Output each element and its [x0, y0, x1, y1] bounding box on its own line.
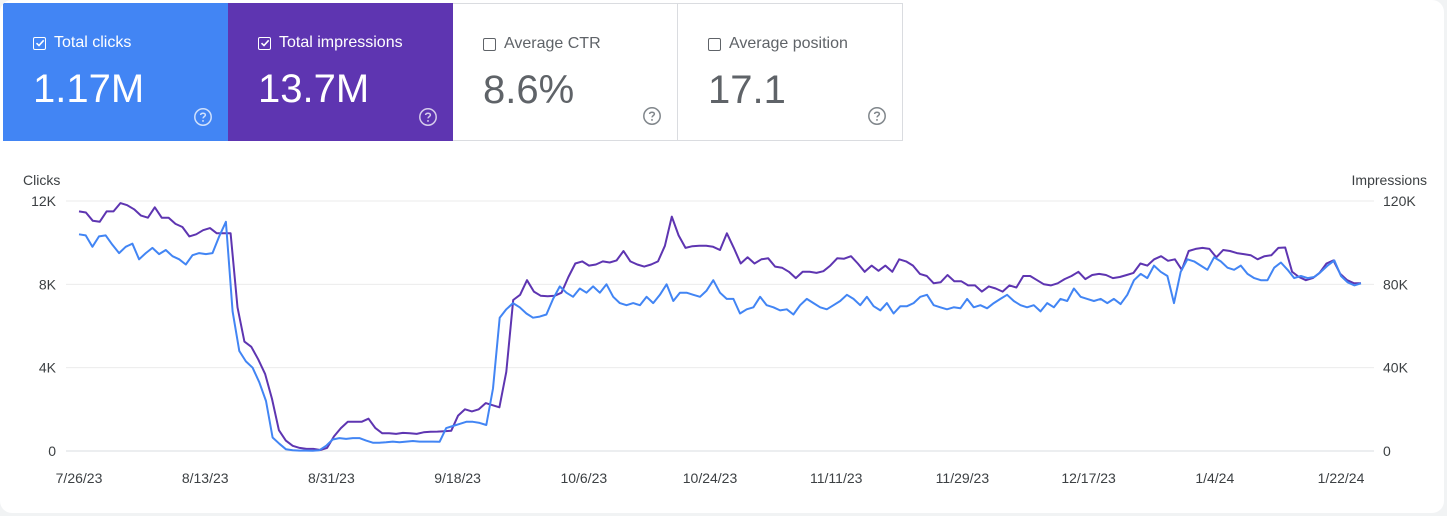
total-impressions-label: Total impressions [279, 34, 403, 51]
x-tick-label: 1/4/24 [1195, 470, 1234, 486]
average-position-label: Average position [729, 35, 848, 52]
checkbox-icon[interactable] [258, 36, 271, 50]
total-clicks-label: Total clicks [54, 34, 132, 51]
help-circle-icon[interactable] [642, 106, 662, 126]
impressions-series-line [78, 202, 1361, 451]
right-tick-label: 80K [1383, 276, 1409, 292]
help-circle-icon[interactable] [193, 107, 213, 127]
total-impressions-value: 13.7M [258, 67, 370, 111]
total-clicks-value: 1.17M [33, 67, 145, 111]
left-tick-label: 4K [39, 360, 57, 376]
average-position-value: 17.1 [708, 68, 786, 112]
left-tick-label: 12K [31, 193, 57, 209]
total-clicks-tab[interactable]: Total clicks 1.17M [3, 3, 228, 141]
help-circle-icon[interactable] [867, 106, 887, 126]
right-tick-label: 120K [1383, 193, 1416, 209]
average-ctr-label: Average CTR [504, 35, 601, 52]
chart-gridlines [66, 200, 1374, 452]
x-tick-label: 11/11/23 [810, 470, 863, 486]
average-ctr-tab[interactable]: Average CTR 8.6% [453, 3, 678, 141]
x-axis-ticks: 7/26/23 8/13/23 8/31/23 9/18/23 10/6/23 10/24… [56, 470, 1365, 486]
right-tick-label: 0 [1383, 443, 1391, 459]
left-tick-label: 0 [48, 443, 56, 459]
left-axis-ticks: 12K 8K 4K 0 [31, 193, 57, 459]
x-tick-label: 9/18/23 [434, 470, 481, 486]
metric-tabs: Total clicks 1.17M Total impressions 13.… [3, 3, 903, 141]
average-ctr-value: 8.6% [483, 68, 575, 112]
x-tick-label: 7/26/23 [56, 470, 103, 486]
right-axis-ticks: 120K 80K 40K 0 [1383, 193, 1416, 459]
x-tick-label: 1/22/24 [1318, 470, 1365, 486]
x-tick-label: 10/6/23 [560, 470, 607, 486]
left-axis-title: Clicks [23, 172, 60, 188]
x-tick-label: 12/17/23 [1061, 470, 1116, 486]
x-tick-label: 8/31/23 [308, 470, 355, 486]
left-tick-label: 8K [39, 276, 57, 292]
help-circle-icon[interactable] [418, 107, 438, 127]
checkbox-icon[interactable] [483, 37, 496, 51]
right-axis-title: Impressions [1352, 172, 1427, 188]
right-tick-label: 40K [1383, 360, 1409, 376]
average-position-tab[interactable]: Average position 17.1 [678, 3, 903, 141]
total-impressions-tab[interactable]: Total impressions 13.7M [228, 3, 453, 141]
x-tick-label: 11/29/23 [936, 470, 990, 486]
x-tick-label: 10/24/23 [683, 470, 738, 486]
clicks-series-line [78, 220, 1362, 452]
checkbox-icon[interactable] [708, 37, 721, 51]
checkbox-icon[interactable] [33, 36, 46, 50]
x-tick-label: 8/13/23 [182, 470, 229, 486]
chart-series [78, 202, 1362, 452]
